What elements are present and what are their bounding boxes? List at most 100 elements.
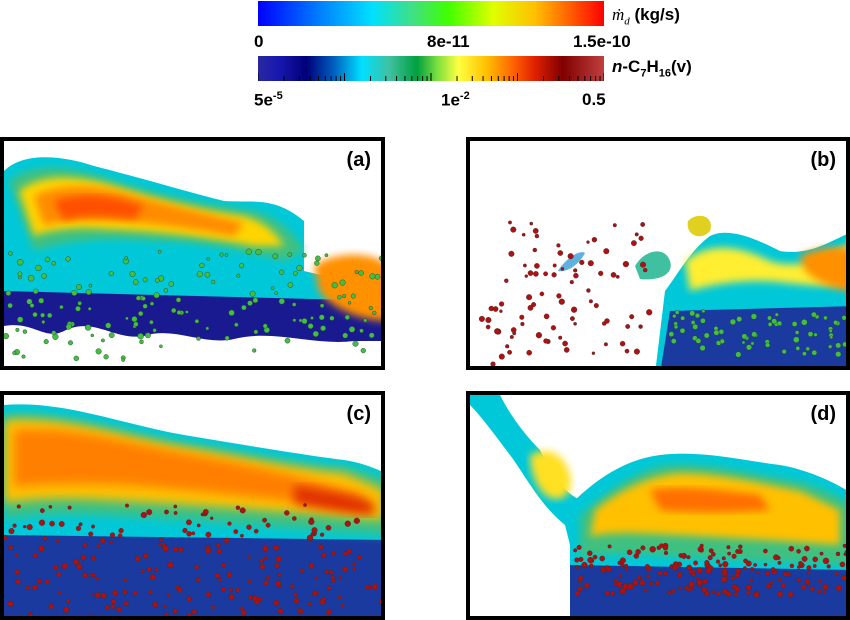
droplet bbox=[32, 552, 38, 558]
droplet bbox=[360, 348, 366, 354]
droplet bbox=[337, 595, 342, 600]
droplet bbox=[57, 591, 62, 595]
droplet bbox=[627, 583, 634, 590]
droplet bbox=[232, 615, 236, 616]
droplet bbox=[123, 601, 129, 607]
droplet bbox=[532, 247, 538, 253]
droplet bbox=[763, 562, 768, 567]
droplet bbox=[579, 259, 585, 266]
droplet bbox=[29, 303, 35, 308]
droplet bbox=[33, 288, 39, 295]
droplet bbox=[314, 576, 319, 581]
droplet bbox=[535, 332, 543, 339]
panel-a-field bbox=[4, 157, 381, 366]
droplet bbox=[504, 278, 509, 283]
panel-b-label: (b) bbox=[810, 149, 836, 171]
droplet bbox=[337, 295, 342, 300]
droplet bbox=[573, 548, 578, 553]
droplet bbox=[88, 283, 93, 288]
droplet bbox=[31, 584, 38, 591]
droplet bbox=[168, 281, 174, 287]
colorbar-bottom-species: n-C7H16(v) bbox=[612, 57, 692, 80]
droplet bbox=[104, 605, 110, 611]
droplet bbox=[817, 589, 822, 594]
droplet bbox=[350, 293, 356, 299]
droplet bbox=[55, 539, 60, 543]
droplet bbox=[485, 324, 491, 330]
droplet bbox=[344, 520, 351, 527]
droplet bbox=[742, 566, 747, 571]
droplet bbox=[90, 333, 95, 338]
droplet bbox=[804, 545, 810, 552]
colorbar-bottom-mid: 1e-2 bbox=[441, 90, 470, 110]
droplet bbox=[733, 592, 739, 597]
droplet bbox=[626, 549, 633, 556]
droplet bbox=[788, 545, 795, 552]
droplet bbox=[154, 277, 160, 283]
droplet bbox=[777, 560, 782, 565]
droplet bbox=[556, 293, 562, 299]
droplet bbox=[241, 614, 246, 616]
droplet bbox=[109, 540, 113, 545]
droplet bbox=[527, 270, 534, 276]
droplet bbox=[356, 554, 362, 560]
droplet bbox=[736, 316, 743, 323]
droplet bbox=[53, 565, 59, 571]
droplet-mass-rate-colorbar bbox=[258, 1, 604, 26]
droplet bbox=[185, 519, 192, 526]
droplet bbox=[43, 339, 49, 345]
droplet bbox=[28, 613, 33, 616]
droplet bbox=[578, 556, 584, 562]
droplet bbox=[640, 545, 646, 551]
droplet bbox=[235, 505, 241, 510]
droplet bbox=[510, 327, 517, 333]
droplet bbox=[694, 313, 701, 319]
droplet bbox=[589, 563, 594, 568]
droplet bbox=[78, 522, 83, 527]
droplet bbox=[65, 323, 72, 330]
droplet bbox=[344, 314, 350, 320]
droplet bbox=[196, 336, 201, 341]
droplet bbox=[727, 551, 731, 556]
droplet bbox=[701, 578, 708, 585]
droplet bbox=[372, 583, 379, 590]
droplet bbox=[185, 310, 189, 314]
droplet bbox=[680, 552, 687, 559]
droplet bbox=[221, 562, 227, 568]
droplet bbox=[246, 524, 252, 530]
droplet bbox=[265, 522, 271, 528]
droplet bbox=[777, 577, 782, 582]
panel-b-field bbox=[478, 215, 846, 366]
droplet bbox=[67, 340, 73, 346]
droplet bbox=[591, 351, 596, 355]
droplet bbox=[726, 545, 731, 550]
droplet bbox=[139, 339, 144, 345]
droplet bbox=[216, 543, 221, 548]
droplet bbox=[56, 571, 62, 577]
droplet bbox=[176, 310, 182, 315]
droplet bbox=[101, 338, 105, 343]
droplet bbox=[604, 590, 610, 596]
droplet bbox=[196, 523, 201, 528]
droplet bbox=[805, 346, 810, 352]
droplet bbox=[158, 537, 163, 542]
droplet bbox=[205, 591, 212, 598]
droplet bbox=[534, 233, 540, 239]
droplet bbox=[801, 584, 807, 590]
droplet bbox=[86, 615, 91, 616]
droplet bbox=[218, 577, 223, 582]
panel-d-label: (d) bbox=[810, 403, 836, 425]
droplet bbox=[67, 505, 72, 510]
droplet bbox=[737, 548, 743, 554]
droplet bbox=[206, 257, 210, 261]
droplet bbox=[109, 532, 116, 538]
droplet bbox=[378, 255, 381, 262]
droplet bbox=[749, 578, 753, 583]
droplet bbox=[149, 319, 154, 325]
droplet bbox=[324, 253, 329, 257]
droplet bbox=[205, 326, 210, 331]
droplet bbox=[676, 572, 683, 578]
droplet bbox=[88, 614, 94, 616]
droplet bbox=[767, 315, 772, 321]
droplet bbox=[654, 580, 660, 586]
